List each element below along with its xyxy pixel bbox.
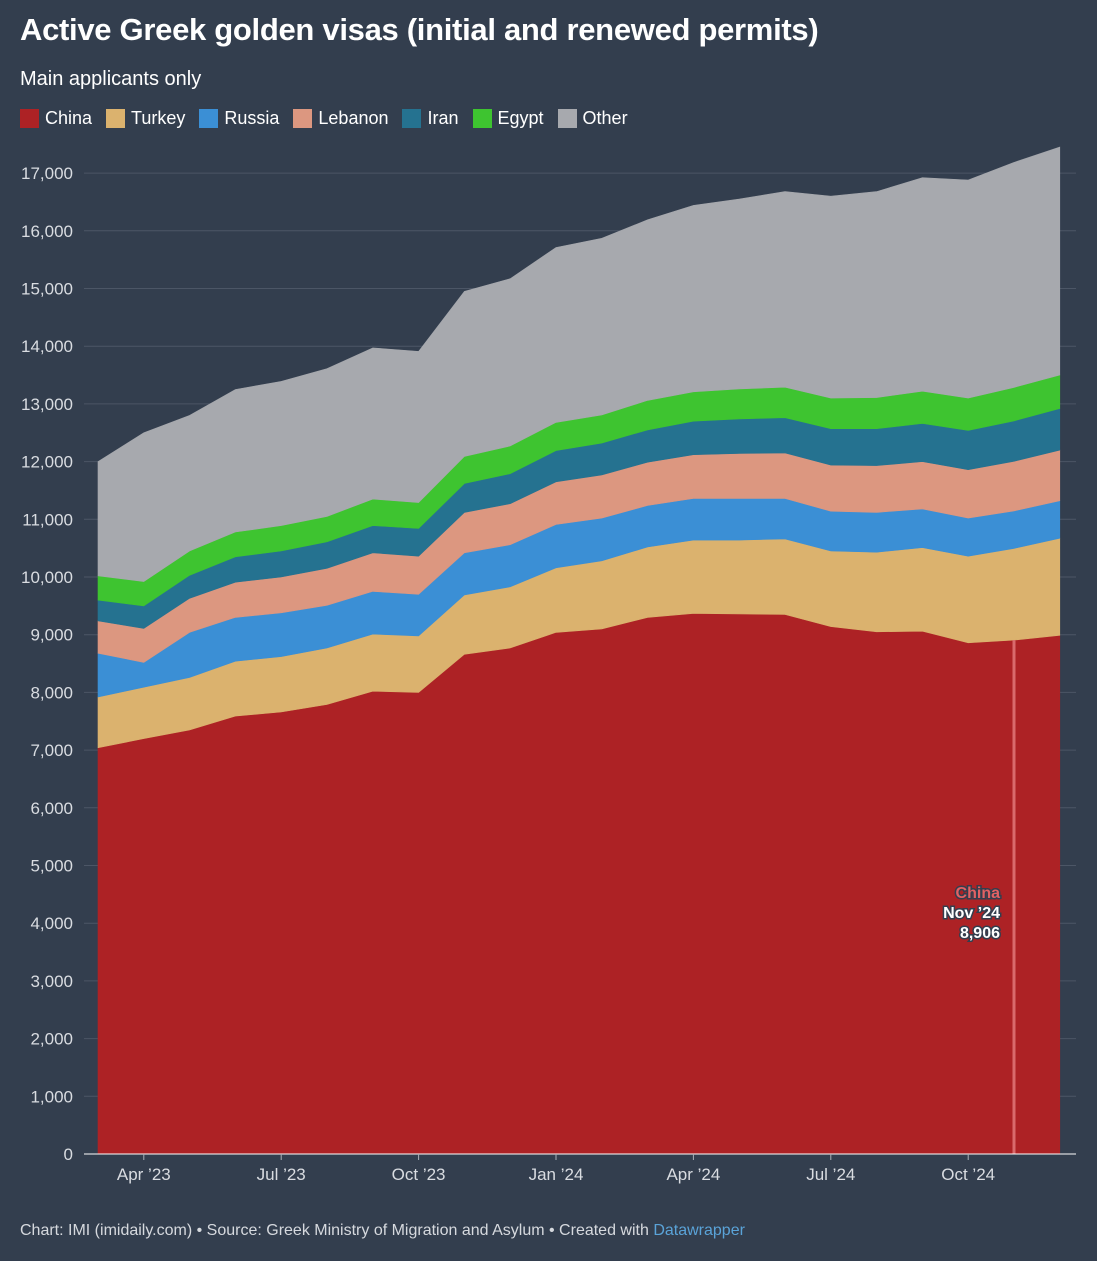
y-tick-label: 13,000 [21,395,73,414]
legend-swatch [293,109,313,128]
footer-credits: Chart: IMI (imidaily.com) • Source: Gree… [20,1222,654,1239]
y-tick-label: 6,000 [30,799,73,818]
y-tick-label: 15,000 [21,280,73,299]
legend-label: Lebanon [318,108,389,128]
legend-item-iran: Iran [402,108,459,129]
legend-swatch [402,109,422,128]
legend-item-china: China [20,108,92,129]
x-tick-label: Jan ’24 [529,1165,584,1184]
y-tick-label: 11,000 [22,510,73,529]
annotation-series: China [956,885,1001,902]
x-tick-label: Oct ’24 [941,1165,995,1184]
y-tick-label: 0 [64,1145,73,1164]
datawrapper-link[interactable]: Datawrapper [653,1222,745,1239]
legend-label: Egypt [497,108,544,128]
legend-swatch [106,109,126,128]
x-tick-label: Jul ’24 [806,1165,855,1184]
legend-item-egypt: Egypt [472,108,544,129]
y-tick-label: 10,000 [21,568,73,587]
y-tick-label: 4,000 [30,914,73,933]
y-tick-label: 17,000 [21,164,73,183]
annotation-value: 8,906 [960,925,1000,942]
legend-item-other: Other [557,108,628,129]
chart-footer: Chart: IMI (imidaily.com) • Source: Gree… [20,1222,745,1240]
x-tick-label: Apr ’23 [117,1165,171,1184]
legend-label: China [45,108,93,128]
legend-swatch [199,109,219,128]
legend-swatch [557,109,577,128]
legend-item-lebanon: Lebanon [293,108,388,129]
y-tick-label: 1,000 [30,1087,73,1106]
legend-item-russia: Russia [199,108,279,129]
y-tick-label: 12,000 [21,453,73,472]
annotation-date: Nov ’24 [943,905,1000,922]
legend-label: Other [582,108,628,128]
y-tick-label: 7,000 [30,741,73,760]
chart-subtitle: Main applicants only [20,68,202,90]
y-tick-label: 8,000 [30,683,73,702]
y-tick-label: 14,000 [21,337,73,356]
y-tick-label: 2,000 [30,1030,73,1049]
legend-swatch [472,109,492,128]
legend-label: Iran [427,108,459,128]
x-tick-label: Apr ’24 [666,1165,720,1184]
x-tick-label: Jul ’23 [257,1165,306,1184]
legend-label: Turkey [131,108,186,128]
legend: China Turkey Russia Lebanon Iran Egypt Other [20,108,628,129]
y-tick-label: 5,000 [30,857,73,876]
legend-item-turkey: Turkey [106,108,185,129]
chart-title: Active Greek golden visas (initial and r… [20,12,819,47]
y-tick-label: 3,000 [30,972,73,991]
y-tick-label: 9,000 [30,626,73,645]
y-tick-label: 16,000 [21,222,73,241]
x-tick-label: Oct ’23 [392,1165,446,1184]
legend-label: Russia [224,108,280,128]
area-other [97,146,1061,582]
legend-swatch [20,109,39,128]
